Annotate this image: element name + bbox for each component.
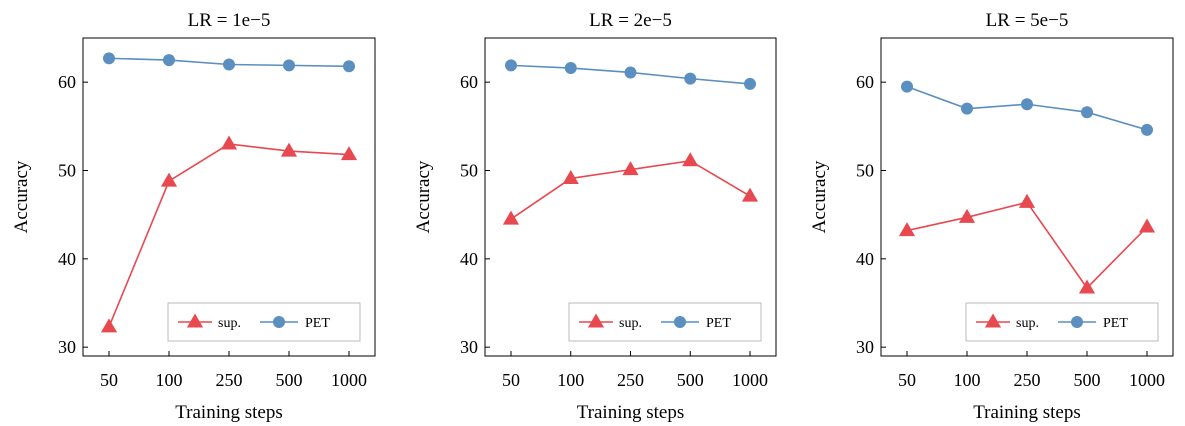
y-tick-label: 30 xyxy=(460,337,478,357)
data-point xyxy=(103,52,115,65)
data-point xyxy=(283,59,295,72)
data-point xyxy=(741,187,759,202)
y-axis-label: Accuracy xyxy=(11,160,32,233)
y-tick-label: 50 xyxy=(58,161,76,181)
x-tick-label: 250 xyxy=(617,370,644,390)
data-point xyxy=(564,62,577,75)
data-point xyxy=(901,80,913,93)
legend-label-pet: PET xyxy=(706,316,731,331)
x-tick-label: 1000 xyxy=(331,370,367,390)
data-point xyxy=(160,172,178,187)
legend-label-sup: sup. xyxy=(218,316,241,331)
y-tick-label: 50 xyxy=(460,161,478,181)
data-point xyxy=(958,208,976,223)
data-point xyxy=(220,135,238,150)
data-point xyxy=(1081,106,1093,119)
data-point xyxy=(1138,218,1156,233)
x-axis-label: Training steps xyxy=(577,402,685,423)
x-tick-label: 100 xyxy=(954,370,981,390)
data-point xyxy=(898,222,916,237)
x-tick-label: 50 xyxy=(898,370,916,390)
data-point xyxy=(622,161,639,176)
data-point xyxy=(1018,193,1036,208)
data-point xyxy=(502,210,520,225)
x-tick-label: 100 xyxy=(557,370,584,390)
data-point xyxy=(684,72,697,85)
data-point xyxy=(100,318,118,333)
y-tick-label: 50 xyxy=(856,161,874,181)
y-tick-label: 60 xyxy=(856,72,874,92)
data-point xyxy=(505,59,517,72)
x-tick-label: 500 xyxy=(677,370,704,390)
data-point xyxy=(961,102,973,115)
legend-marker-pet xyxy=(1071,316,1083,328)
data-point xyxy=(624,66,637,79)
series-line-sup xyxy=(906,201,1148,290)
y-tick-label: 40 xyxy=(856,249,874,269)
legend-label-sup: sup. xyxy=(1016,316,1039,331)
chart-panel-1: LR = 1e−5 30 40 50 60 50 100 250 500 1000 Training… xyxy=(11,10,376,423)
legend-marker-sup xyxy=(587,313,605,328)
x-tick-label: 500 xyxy=(276,370,303,390)
x-tick-label: 50 xyxy=(502,370,520,390)
y-tick-label: 30 xyxy=(58,337,76,357)
x-tick-label: 100 xyxy=(156,370,183,390)
legend-marker-sup xyxy=(984,313,1002,328)
x-tick-label: 250 xyxy=(216,370,243,390)
x-tick-label: 50 xyxy=(100,370,118,390)
legend-label-pet: PET xyxy=(305,316,330,331)
data-point xyxy=(1078,279,1096,294)
legend-marker-sup xyxy=(186,313,204,328)
y-tick-label: 40 xyxy=(460,249,478,269)
data-point xyxy=(340,146,358,161)
legend-label-sup: sup. xyxy=(619,316,642,331)
chart-title: LR = 2e−5 xyxy=(589,10,672,31)
legend: sup. PET xyxy=(167,302,361,342)
x-axis-label: Training steps xyxy=(973,402,1081,423)
y-axis-label: Accuracy xyxy=(809,160,830,233)
data-point xyxy=(1141,123,1153,136)
chart-panel-3: LR = 5e−5 30 40 50 60 50 100 250 500 1000 Training… xyxy=(809,10,1174,423)
y-tick-label: 30 xyxy=(856,337,874,357)
x-tick-label: 1000 xyxy=(1129,370,1165,390)
data-point xyxy=(1021,98,1033,111)
y-tick-label: 60 xyxy=(58,72,76,92)
series-line-sup xyxy=(108,143,350,328)
data-point xyxy=(744,77,756,90)
legend-marker-pet xyxy=(273,316,285,328)
legend: sup. PET xyxy=(568,302,762,342)
legend-marker-pet xyxy=(674,316,686,328)
chart-title: LR = 1e−5 xyxy=(188,10,271,31)
x-tick-label: 1000 xyxy=(732,370,768,390)
data-point xyxy=(343,60,355,73)
chart-title: LR = 5e−5 xyxy=(986,10,1069,31)
y-tick-label: 40 xyxy=(58,249,76,269)
data-point xyxy=(562,169,579,184)
data-point xyxy=(682,152,699,167)
y-axis-label: Accuracy xyxy=(413,160,434,233)
x-tick-label: 250 xyxy=(1014,370,1041,390)
data-point xyxy=(223,58,235,71)
y-tick-label: 60 xyxy=(460,72,478,92)
x-axis-label: Training steps xyxy=(175,402,283,423)
legend-label-pet: PET xyxy=(1103,316,1128,331)
x-tick-label: 500 xyxy=(1074,370,1101,390)
chart-panel-2: LR = 2e−5 30 40 50 60 50 100 250 500 1000 Training… xyxy=(413,10,777,423)
data-point xyxy=(163,54,175,67)
legend: sup. PET xyxy=(965,302,1159,342)
data-point xyxy=(280,142,298,157)
